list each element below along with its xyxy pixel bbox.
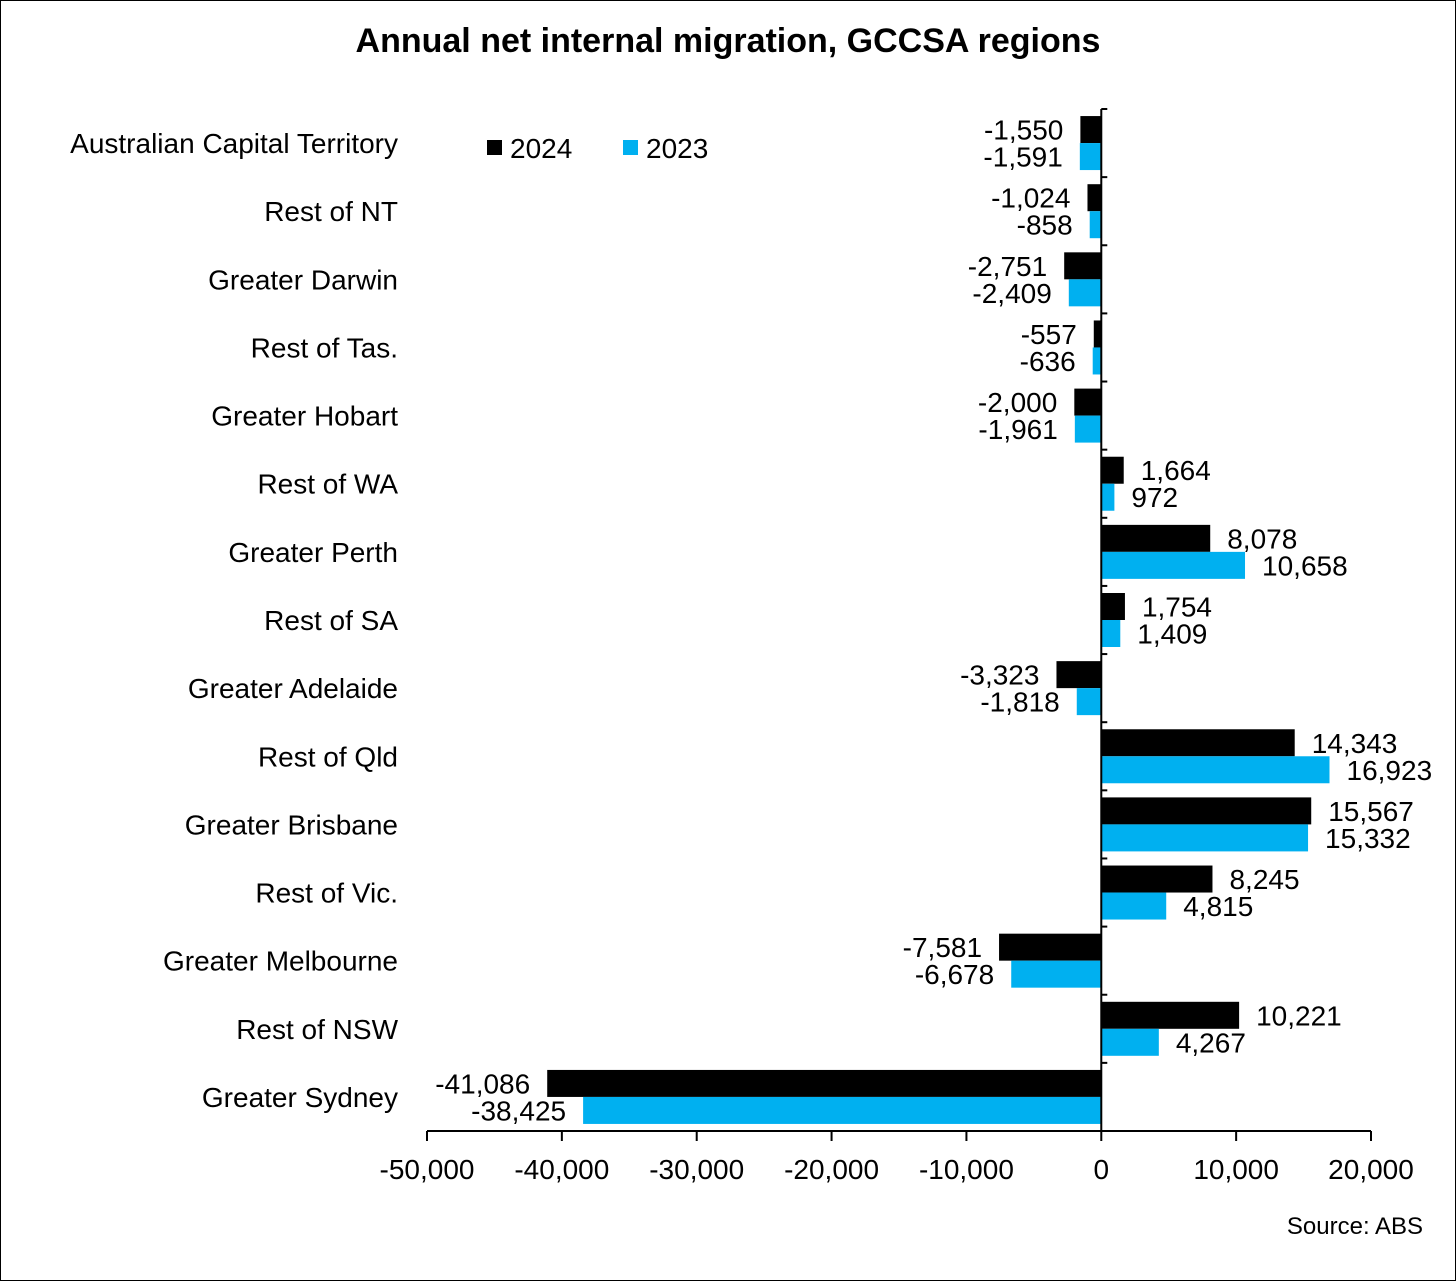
bar-2024 — [999, 933, 1102, 961]
x-tick-label: 20,000 — [1328, 1154, 1414, 1185]
data-label-2023: 4,815 — [1183, 891, 1253, 922]
category-label: Greater Brisbane — [185, 809, 398, 840]
data-label-2023: 4,267 — [1176, 1027, 1246, 1058]
bar-2024 — [1056, 661, 1102, 689]
bar-2023 — [1101, 551, 1246, 579]
bar-2024 — [1101, 456, 1124, 484]
bar-2023 — [1076, 688, 1102, 716]
bar-2023 — [1079, 143, 1102, 171]
legend-swatch-2023 — [623, 140, 638, 155]
category-label: Rest of Vic. — [255, 878, 398, 909]
bar-2024 — [1101, 729, 1295, 757]
category-label: Australian Capital Territory — [70, 128, 398, 159]
data-label-2024: 8,245 — [1229, 864, 1299, 895]
category-label: Greater Sydney — [202, 1082, 398, 1113]
bar-2023 — [1089, 211, 1102, 239]
data-label-2023: -858 — [1017, 210, 1073, 241]
data-label-2023: -1,591 — [983, 142, 1062, 173]
data-label-2023: -1,961 — [978, 414, 1057, 445]
data-label-2023: -6,678 — [915, 959, 994, 990]
data-label-2024: -3,323 — [960, 660, 1039, 691]
bar-2024 — [1101, 865, 1213, 893]
data-label-2023: -1,818 — [980, 687, 1059, 718]
bar-2024 — [547, 1069, 1102, 1097]
data-label-2024: 14,343 — [1312, 728, 1398, 759]
category-label: Rest of Tas. — [251, 332, 398, 363]
category-label: Rest of SA — [264, 605, 398, 636]
category-label: Greater Perth — [228, 537, 398, 568]
x-tick-label: 10,000 — [1193, 1154, 1279, 1185]
chart-title: Annual net internal migration, GCCSA reg… — [355, 22, 1101, 60]
legend-label-2023: 2023 — [646, 133, 708, 164]
bar-2023 — [1011, 960, 1102, 988]
data-label-2023: -38,425 — [471, 1095, 566, 1126]
bar-2023 — [1101, 620, 1121, 647]
data-label-2024: -2,751 — [968, 251, 1047, 282]
data-label-2024: -41,086 — [435, 1068, 530, 1099]
data-label-2023: 1,409 — [1137, 619, 1207, 650]
data-label-2024: -1,550 — [984, 115, 1063, 146]
x-tick-label: -30,000 — [649, 1154, 744, 1185]
data-label-2023: 15,332 — [1325, 823, 1411, 854]
bar-2024 — [1101, 1001, 1240, 1029]
bar-2024 — [1101, 593, 1125, 620]
bar-2023 — [1101, 756, 1330, 784]
bar-2024 — [1087, 184, 1102, 212]
category-label: Greater Darwin — [208, 264, 398, 295]
data-label-2024: -2,000 — [978, 387, 1057, 418]
bar-2024 — [1080, 116, 1102, 144]
bar-2024 — [1064, 252, 1102, 280]
data-label-2023: 972 — [1131, 482, 1178, 513]
category-label: Rest of WA — [257, 469, 398, 500]
x-tick-label: -10,000 — [919, 1154, 1014, 1185]
bar-2024 — [1101, 797, 1312, 825]
legend-label-2024: 2024 — [510, 133, 572, 164]
category-label: Rest of NT — [264, 196, 398, 227]
bar-2023 — [583, 1096, 1102, 1124]
legend-swatch-2024 — [487, 140, 502, 155]
bar-2023 — [1101, 483, 1115, 511]
data-label-2024: 15,567 — [1328, 796, 1414, 827]
bar-2023 — [1074, 415, 1102, 443]
data-label-2023: 16,923 — [1347, 755, 1433, 786]
x-tick-label: -20,000 — [784, 1154, 879, 1185]
source-note: Source: ABS — [1286, 1213, 1423, 1240]
category-label: Greater Melbourne — [163, 946, 398, 977]
bar-2024 — [1074, 388, 1102, 416]
data-label-2024: 10,221 — [1256, 1000, 1342, 1031]
data-label-2024: 1,754 — [1142, 592, 1212, 623]
bar-2023 — [1101, 892, 1167, 920]
category-label: Rest of NSW — [236, 1014, 398, 1045]
category-label: Rest of Qld — [258, 741, 398, 772]
x-tick-label: -40,000 — [514, 1154, 609, 1185]
x-tick-label: 0 — [1093, 1154, 1109, 1185]
category-label: Greater Hobart — [211, 401, 398, 432]
x-tick-label: -50,000 — [380, 1154, 475, 1185]
data-label-2024: -557 — [1021, 319, 1077, 350]
bar-2024 — [1093, 320, 1102, 348]
bar-2023 — [1092, 347, 1102, 375]
bar-2023 — [1068, 279, 1102, 307]
data-label-2023: -636 — [1020, 346, 1076, 377]
data-label-2024: 1,664 — [1141, 455, 1211, 486]
data-label-2023: -2,409 — [972, 278, 1051, 309]
category-label: Greater Adelaide — [188, 673, 398, 704]
data-label-2024: -7,581 — [903, 932, 982, 963]
data-label-2024: 8,078 — [1227, 523, 1297, 554]
bar-2024 — [1101, 524, 1211, 552]
bar-2023 — [1101, 1028, 1159, 1056]
data-label-2023: 10,658 — [1262, 550, 1348, 581]
bar-2023 — [1101, 824, 1309, 852]
data-label-2024: -1,024 — [991, 183, 1070, 214]
